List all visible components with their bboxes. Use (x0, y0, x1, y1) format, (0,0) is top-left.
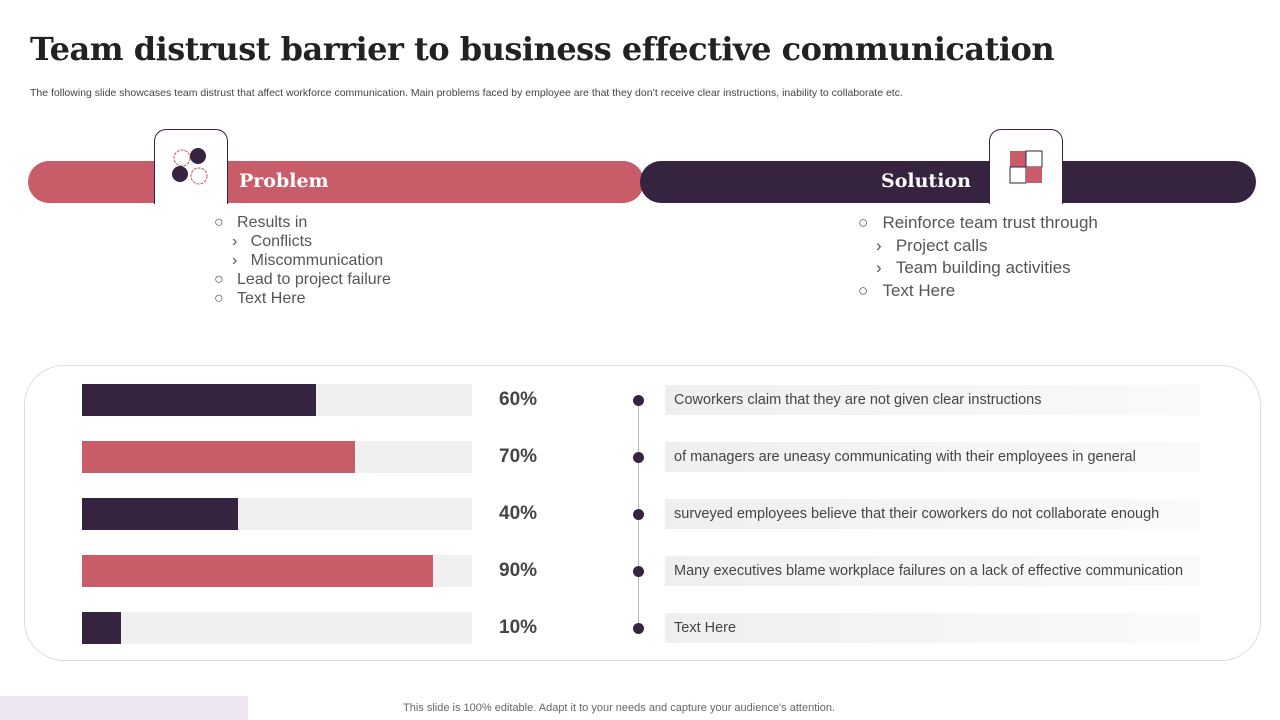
footer-note: This slide is 100% editable. Adapt it to… (403, 702, 835, 714)
timeline-dot (633, 452, 644, 463)
percent-label: 90% (499, 560, 538, 581)
bar-fill (82, 384, 316, 416)
item-text: Miscommunication (250, 252, 384, 269)
bullet-icon: › (876, 235, 882, 255)
bullet-icon: ○ (858, 213, 869, 232)
item-text: Project calls (895, 235, 988, 255)
bullet-icon: › (232, 252, 238, 269)
bar-track (82, 441, 472, 473)
bar-fill (82, 441, 355, 473)
bullet-icon: ○ (214, 214, 224, 231)
list-item: › Project calls (858, 235, 1098, 258)
problem-label: Problem (239, 170, 329, 192)
item-text: Text Here (882, 280, 956, 300)
item-text: Team building activities (895, 258, 1071, 277)
stat-statement: surveyed employees believe that their co… (665, 499, 1200, 529)
timeline-dot (633, 623, 644, 634)
list-item: ○ Text Here (858, 280, 1098, 303)
percent-label: 10% (499, 617, 538, 638)
bullet-icon: › (876, 258, 882, 277)
problem-band (28, 161, 644, 203)
list-item: › Conflicts (214, 232, 391, 251)
bar-fill (82, 555, 433, 587)
timeline-dot (633, 566, 644, 577)
stats-panel (24, 365, 1261, 661)
stat-statement: Many executives blame workplace failures… (665, 556, 1200, 586)
list-item: › Team building activities (858, 257, 1098, 280)
gears-icon (154, 129, 228, 204)
item-text: Reinforce team trust through (882, 213, 1098, 232)
list-item: ○ Results in (214, 213, 391, 232)
subtitle: The following slide showcases team distr… (30, 87, 903, 99)
footer-bar (0, 696, 248, 720)
item-text: Lead to project failure (237, 271, 391, 288)
item-text: Conflicts (250, 233, 313, 250)
timeline-dot (633, 395, 644, 406)
item-text: Text Here (237, 290, 306, 307)
item-text: Results in (237, 214, 308, 231)
list-item: ○ Reinforce team trust through (858, 212, 1098, 235)
bar-track (82, 384, 472, 416)
bar-track (82, 612, 472, 644)
bar-fill (82, 498, 238, 530)
bullet-icon: ○ (214, 290, 224, 307)
percent-label: 70% (499, 446, 538, 467)
solution-label: Solution (881, 170, 971, 192)
stat-statement: Text Here (665, 613, 1200, 643)
bullet-icon: ○ (858, 280, 869, 300)
bar-fill (82, 612, 121, 644)
percent-label: 40% (499, 503, 538, 524)
bullet-icon: › (232, 233, 238, 250)
solution-list: ○ Reinforce team trust through › Project … (858, 212, 1098, 302)
solution-band (640, 161, 1256, 203)
problem-list: ○ Results in › Conflicts › Miscommunicatio… (214, 213, 391, 308)
list-item: ○ Lead to project failure (214, 270, 391, 289)
percent-label: 60% (499, 389, 538, 410)
bar-track (82, 555, 472, 587)
page-title: Team distrust barrier to business effect… (30, 30, 1055, 68)
list-item: ○ Text Here (214, 289, 391, 308)
stat-statement: of managers are uneasy communicating wit… (665, 442, 1200, 472)
stat-statement: Coworkers claim that they are not given … (665, 385, 1200, 415)
bullet-icon: ○ (214, 271, 224, 288)
puzzle-icon (989, 129, 1063, 204)
list-item: › Miscommunication (214, 251, 391, 270)
bar-track (82, 498, 472, 530)
timeline-dot (633, 509, 644, 520)
